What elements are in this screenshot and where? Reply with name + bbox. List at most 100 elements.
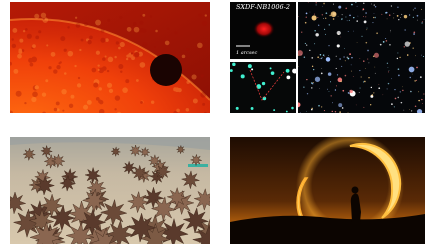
star <box>319 88 320 89</box>
sea-star <box>4 192 26 214</box>
star <box>359 58 360 59</box>
star <box>360 88 361 89</box>
star <box>416 67 418 69</box>
star <box>385 38 386 39</box>
star <box>355 2 356 3</box>
star <box>368 77 369 78</box>
star <box>331 11 337 17</box>
star <box>305 22 307 24</box>
star <box>410 91 411 92</box>
granule <box>150 15 153 18</box>
star <box>347 58 349 60</box>
star <box>376 32 378 34</box>
granule <box>134 27 140 33</box>
star <box>353 17 354 18</box>
star <box>371 94 373 96</box>
star <box>364 20 367 23</box>
star <box>423 56 424 57</box>
star <box>358 16 359 17</box>
star <box>321 73 323 75</box>
granule <box>61 89 66 94</box>
granule <box>175 87 180 92</box>
granule <box>41 13 46 18</box>
star <box>409 67 415 73</box>
star <box>373 17 374 18</box>
granule <box>120 42 125 47</box>
granule <box>140 15 142 17</box>
star <box>391 78 392 79</box>
star <box>371 4 372 5</box>
granule <box>116 41 119 44</box>
star <box>338 103 342 107</box>
star <box>251 107 254 110</box>
star <box>421 9 422 10</box>
star <box>422 21 423 22</box>
granule <box>28 58 33 63</box>
granule <box>68 114 70 116</box>
star <box>345 8 347 10</box>
star <box>420 76 422 78</box>
star <box>383 94 384 95</box>
granule <box>186 48 189 51</box>
granule <box>98 100 102 104</box>
granule <box>27 34 32 39</box>
granule <box>38 30 41 33</box>
granule <box>17 54 22 59</box>
star <box>365 12 367 14</box>
star <box>351 64 352 65</box>
granule <box>133 24 135 26</box>
granule <box>46 44 48 46</box>
granule <box>101 29 105 33</box>
granule <box>114 108 116 110</box>
granule <box>120 70 122 72</box>
star <box>390 30 391 31</box>
star <box>306 79 307 80</box>
star <box>391 5 392 6</box>
granule <box>12 28 17 33</box>
granule <box>139 21 143 25</box>
star <box>337 31 341 35</box>
star <box>324 110 325 111</box>
star <box>345 60 346 61</box>
star <box>365 68 366 69</box>
star <box>364 81 366 83</box>
granule <box>107 70 109 72</box>
granule <box>56 65 60 69</box>
image-grid: SXDF-NB1006-2 1 arcsec <box>0 0 427 249</box>
star <box>333 4 334 5</box>
granule <box>32 44 36 48</box>
star <box>342 14 343 15</box>
star <box>317 56 319 58</box>
star <box>414 8 415 9</box>
star <box>400 17 401 18</box>
star <box>321 68 322 69</box>
star <box>291 107 294 110</box>
star <box>324 29 325 30</box>
star <box>300 112 301 113</box>
star <box>286 75 290 79</box>
star <box>413 9 414 10</box>
star <box>344 48 345 49</box>
granule <box>98 69 100 71</box>
granule <box>74 65 76 67</box>
star <box>390 32 391 33</box>
star <box>404 15 407 18</box>
granule <box>32 92 38 98</box>
star <box>335 111 336 112</box>
star <box>363 8 365 10</box>
star <box>366 29 367 30</box>
star <box>322 6 323 7</box>
star <box>410 77 411 78</box>
star <box>374 4 375 5</box>
star <box>298 16 299 17</box>
granule <box>56 101 60 105</box>
granule <box>95 20 101 26</box>
star <box>361 77 362 78</box>
star <box>322 14 323 15</box>
star <box>417 15 419 17</box>
star <box>251 68 253 70</box>
granule <box>102 66 107 71</box>
star <box>347 20 348 21</box>
star <box>340 81 341 82</box>
granule <box>30 63 34 67</box>
